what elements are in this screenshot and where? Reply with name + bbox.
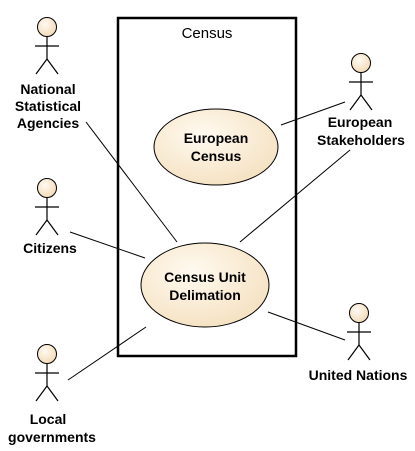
actor-label-line1: United Nations (309, 367, 408, 383)
actor-label-line2: Statistical (15, 98, 81, 114)
actor-label-line3: Agencies (17, 115, 79, 131)
actor-label-line1: European (328, 114, 393, 130)
actor-local-governments: Local governments (8, 343, 96, 445)
association-nsa (85, 121, 178, 243)
actor-figure-icon (34, 343, 60, 402)
actor-label-line1: National (20, 81, 75, 97)
usecase-census-unit-delimation: Census Unit Delimation (140, 242, 270, 328)
association-citizens (69, 231, 146, 259)
actor-figure-icon (34, 16, 60, 75)
actor-label-line1: Citizens (23, 240, 77, 256)
actor-citizens: Citizens (23, 177, 77, 256)
associations (67, 101, 351, 381)
usecase-ellipse (153, 108, 279, 186)
usecase-ellipse (140, 242, 270, 328)
association-stakeholders-european-census (280, 101, 346, 126)
actor-label-line1: Local (30, 411, 67, 427)
actor-label-line2: governments (8, 429, 96, 445)
actor-label-line2: Stakeholders (317, 132, 405, 148)
usecase-label-line2: Delimation (169, 287, 241, 303)
actor-united-nations: United Nations (309, 302, 408, 383)
actor-figure-icon (34, 177, 60, 236)
usecase-label-line1: European (184, 130, 249, 146)
usecase-european-census: European Census (153, 108, 279, 186)
association-stakeholders-census-unit (239, 149, 351, 243)
actor-figure-icon (348, 52, 374, 111)
usecase-label-line2: Census (191, 148, 242, 164)
usecase-label-line1: Census Unit (164, 269, 246, 285)
system-title: Census (182, 25, 233, 42)
association-united-nations (267, 311, 346, 341)
actor-national-statistical-agencies: National Statistical Agencies (15, 16, 81, 131)
association-local-governments (67, 326, 147, 381)
actor-figure-icon (346, 302, 372, 361)
actor-european-stakeholders: European Stakeholders (317, 52, 405, 148)
